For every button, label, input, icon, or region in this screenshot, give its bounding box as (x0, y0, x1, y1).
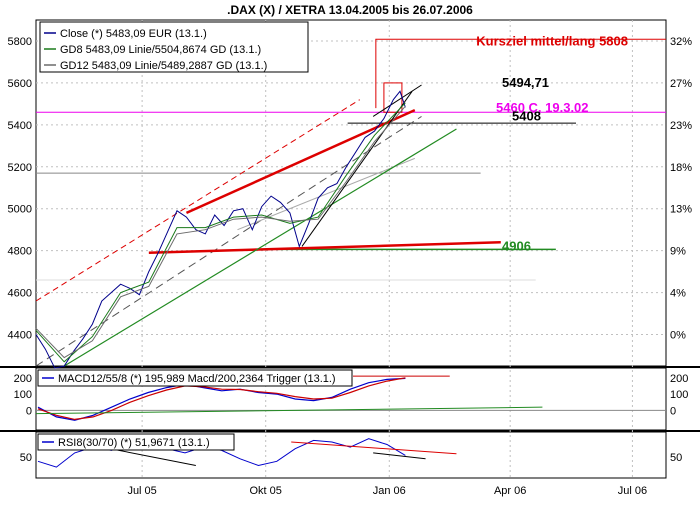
y-tick-label: 4800 (8, 246, 32, 258)
annotation-5408: 5408 (512, 108, 541, 123)
y2-tick-label: 27% (670, 78, 692, 90)
annotation-kursziel: Kursziel mittel/lang 5808 (476, 33, 628, 48)
x-tick-label: Okt 05 (249, 485, 281, 497)
rsi-legend-entry: RSI8(30/70) (*) 51,9671 (13.1.) (58, 437, 210, 449)
rsi-y2-tick-label: 50 (670, 452, 682, 464)
series-close-line (35, 90, 406, 369)
y2-tick-label: 9% (670, 246, 686, 258)
price-legend-box (39, 21, 309, 73)
y2-tick-label: 13% (670, 204, 692, 216)
macd-trendline (35, 406, 543, 415)
trendline-black (301, 91, 413, 247)
annotation-4906: 4906 (502, 238, 531, 253)
macd-y-tick-label: 0 (26, 405, 32, 417)
trendline-black (372, 84, 422, 117)
trendline (63, 128, 457, 367)
y2-tick-label: 0% (670, 330, 686, 342)
rsi-legend-box (37, 433, 235, 451)
y2-tick-label: 23% (670, 120, 692, 132)
legend-entry: Close (*) 5483,09 EUR (13.1.) (60, 28, 207, 40)
y-tick-label: 5000 (8, 204, 32, 216)
series-gd12-line (35, 105, 406, 359)
chart-title: .DAX (X) / XETRA 13.04.2005 bis 26.07.20… (227, 3, 473, 17)
y-tick-label: 5600 (8, 78, 32, 90)
y2-tick-label: 18% (670, 162, 692, 174)
y-tick-label: 4600 (8, 288, 32, 300)
channel-dashed-grey (35, 116, 422, 367)
macd-y-tick-label: 200 (14, 373, 32, 385)
trendline (148, 241, 501, 255)
macd-y-tick-label: 100 (14, 389, 32, 401)
annotation-5460: 5460 C. 19.3.02 (496, 100, 589, 115)
macd-legend-box (37, 369, 353, 387)
y2-tick-label: 4% (670, 288, 686, 300)
y-tick-label: 5400 (8, 120, 32, 132)
target-bracket (375, 38, 666, 109)
macd-y2-tick-label: 0 (670, 405, 676, 417)
rsi-trendline-black (373, 452, 426, 460)
series-gd8-line (35, 102, 406, 363)
y2-tick-label: 32% (670, 36, 692, 48)
rsi-trendline-red (291, 441, 457, 455)
y-tick-label: 5800 (8, 36, 32, 48)
y-tick-label: 5200 (8, 162, 32, 174)
rsi-y-tick-label: 50 (20, 452, 32, 464)
x-tick-label: Apr 06 (494, 485, 526, 497)
y-tick-label: 4400 (8, 330, 32, 342)
legend-entry: GD8 5483,09 Linie/5504,8674 GD (13.1.) (60, 44, 261, 56)
macd-legend-entry: MACD12/55/8 (*) 195,989 Macd/200,2364 Tr… (58, 373, 336, 385)
x-tick-label: Jul 05 (127, 485, 156, 497)
channel-dashed-red (35, 99, 360, 302)
legend-entry: GD12 5483,09 Linie/5489,2887 GD (13.1.) (60, 60, 267, 72)
macd-y2-tick-label: 200 (670, 373, 688, 385)
macd-series-trigger-line (37, 377, 406, 421)
x-tick-label: Jan 06 (373, 485, 406, 497)
macd-y2-tick-label: 100 (670, 389, 688, 401)
annotation-5494: 5494,71 (502, 75, 549, 90)
x-tick-label: Jul 06 (618, 485, 647, 497)
